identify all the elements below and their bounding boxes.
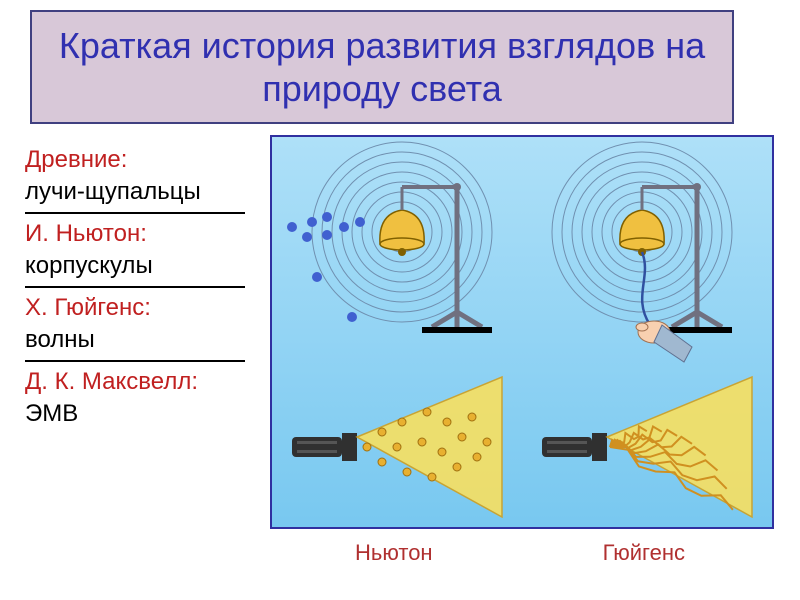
item-2-label: Х. Гюйгенс: <box>25 294 255 322</box>
item-2-value: волны <box>25 326 255 358</box>
divider-0 <box>25 212 245 214</box>
item-0-label: Древние: <box>25 146 255 174</box>
divider-2 <box>25 360 245 362</box>
item-1-label: И. Ньютон: <box>25 220 255 248</box>
theory-list: Древние: лучи-щупальцы И. Ньютон: корпус… <box>25 140 255 432</box>
diagram-figure <box>270 135 774 529</box>
item-1-value: корпускулы <box>25 252 255 284</box>
divider-1 <box>25 286 245 288</box>
item-3-label: Д. К. Максвелл: <box>25 368 255 396</box>
title-text: Краткая история развития взглядов на при… <box>32 24 732 110</box>
diagram-svg <box>272 137 772 527</box>
caption-huygens: Гюйгенс <box>603 540 685 566</box>
item-0-value: лучи-щупальцы <box>25 178 255 210</box>
caption-newton: Ньютон <box>355 540 433 566</box>
slide-title: Краткая история развития взглядов на при… <box>30 10 734 124</box>
caption-row: Ньютон Гюйгенс <box>270 540 770 566</box>
item-3-value: ЭМВ <box>25 400 255 432</box>
